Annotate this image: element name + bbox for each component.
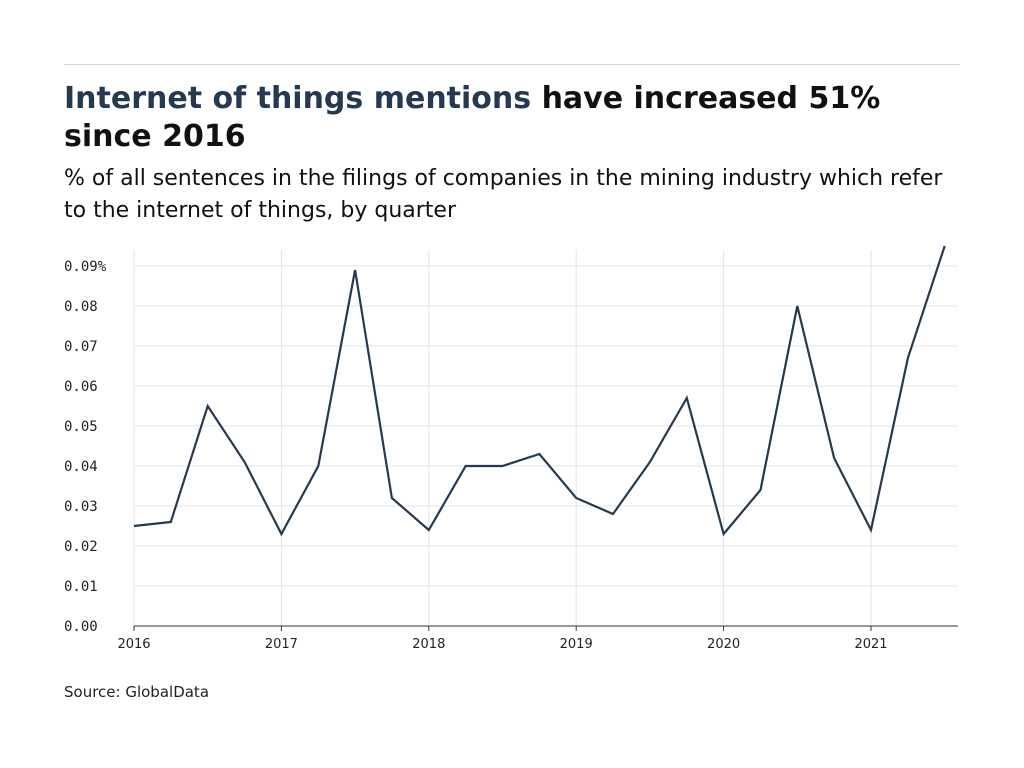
top-rule: [64, 64, 960, 65]
y-tick-label: 0.00: [64, 619, 98, 635]
x-tick-label: 2021: [854, 637, 887, 652]
y-tick-label: 0.06: [64, 379, 98, 395]
y-axis-ticks: 0.00 0.01 0.02 0.03 0.04 0.05 0.06 0.07 0.08 0.09…: [64, 259, 107, 635]
series-line: [133, 245, 946, 537]
chart-title: Internet of things mentions have increas…: [64, 80, 944, 156]
x-tick-label: 2018: [412, 637, 445, 652]
chart-subtitle: % of all sentences in the filings of com…: [64, 166, 943, 223]
x-tick-label: 2020: [707, 637, 740, 652]
y-tick-label: 0.04: [64, 459, 98, 475]
x-axis-ticks: 2016 2017 2018 2019 2020 2021: [117, 626, 888, 652]
y-tick-label: 0.07: [64, 339, 98, 355]
series-group: [133, 245, 946, 537]
source-note: Source: GlobalData: [64, 683, 210, 701]
chart-title-highlight: Internet of things mentions: [64, 81, 532, 116]
x-tick-label: 2017: [265, 637, 298, 652]
vertical-gridlines: [133, 250, 872, 626]
y-tick-label: 0.05: [64, 419, 98, 435]
y-tick-label: 0.02: [64, 539, 98, 555]
y-tick-label: 0.01: [64, 579, 98, 595]
horizontal-gridlines: [134, 265, 958, 587]
y-tick-label: 0.03: [64, 499, 98, 515]
x-tick-label: 2019: [560, 637, 593, 652]
x-tick-label: 2016: [117, 637, 150, 652]
chart-title-rest: have increased 51% since 2016: [64, 81, 881, 154]
y-tick-label: 0.08: [64, 299, 98, 315]
y-tick-label: 0.09%: [64, 259, 107, 275]
